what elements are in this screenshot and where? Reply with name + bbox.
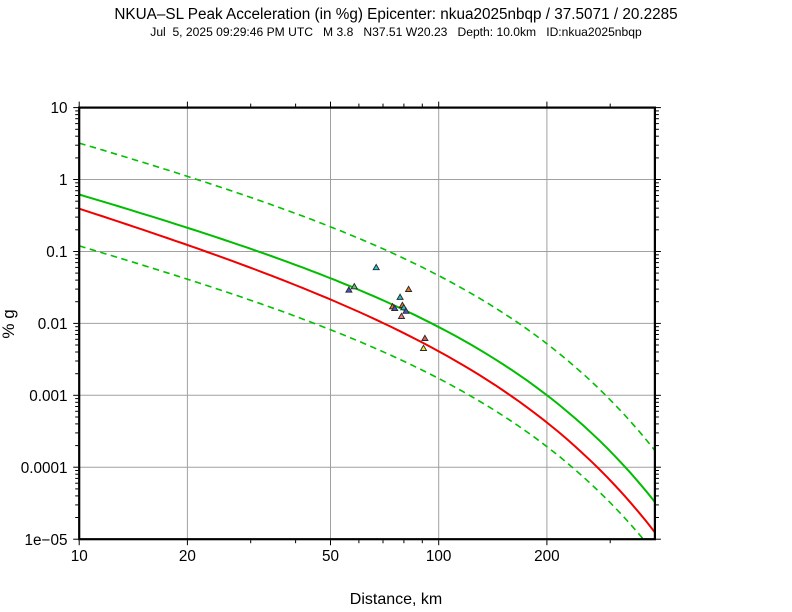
svg-text:Distance, km: Distance, km (350, 591, 442, 608)
svg-text:50: 50 (322, 548, 339, 565)
svg-text:0.001: 0.001 (29, 388, 67, 405)
svg-text:1: 1 (59, 172, 68, 189)
svg-text:200: 200 (534, 548, 560, 565)
svg-text:100: 100 (426, 548, 452, 565)
svg-text:20: 20 (179, 548, 196, 565)
svg-text:0.01: 0.01 (38, 316, 68, 333)
svg-text:Jul 5, 2025 09:29:46 PM UTC: Jul 5, 2025 09:29:46 PM UTC M 3.8 N37.51… (150, 25, 642, 39)
svg-text:10: 10 (71, 548, 88, 565)
svg-text:% g: % g (0, 309, 18, 338)
svg-text:0.0001: 0.0001 (21, 460, 68, 477)
svg-text:1e−05: 1e−05 (25, 532, 68, 549)
svg-text:0.1: 0.1 (46, 244, 67, 261)
svg-text:NKUA–SL Peak Acceleration (in: NKUA–SL Peak Acceleration (in %g) Epicen… (114, 6, 677, 23)
svg-text:10: 10 (50, 100, 67, 117)
